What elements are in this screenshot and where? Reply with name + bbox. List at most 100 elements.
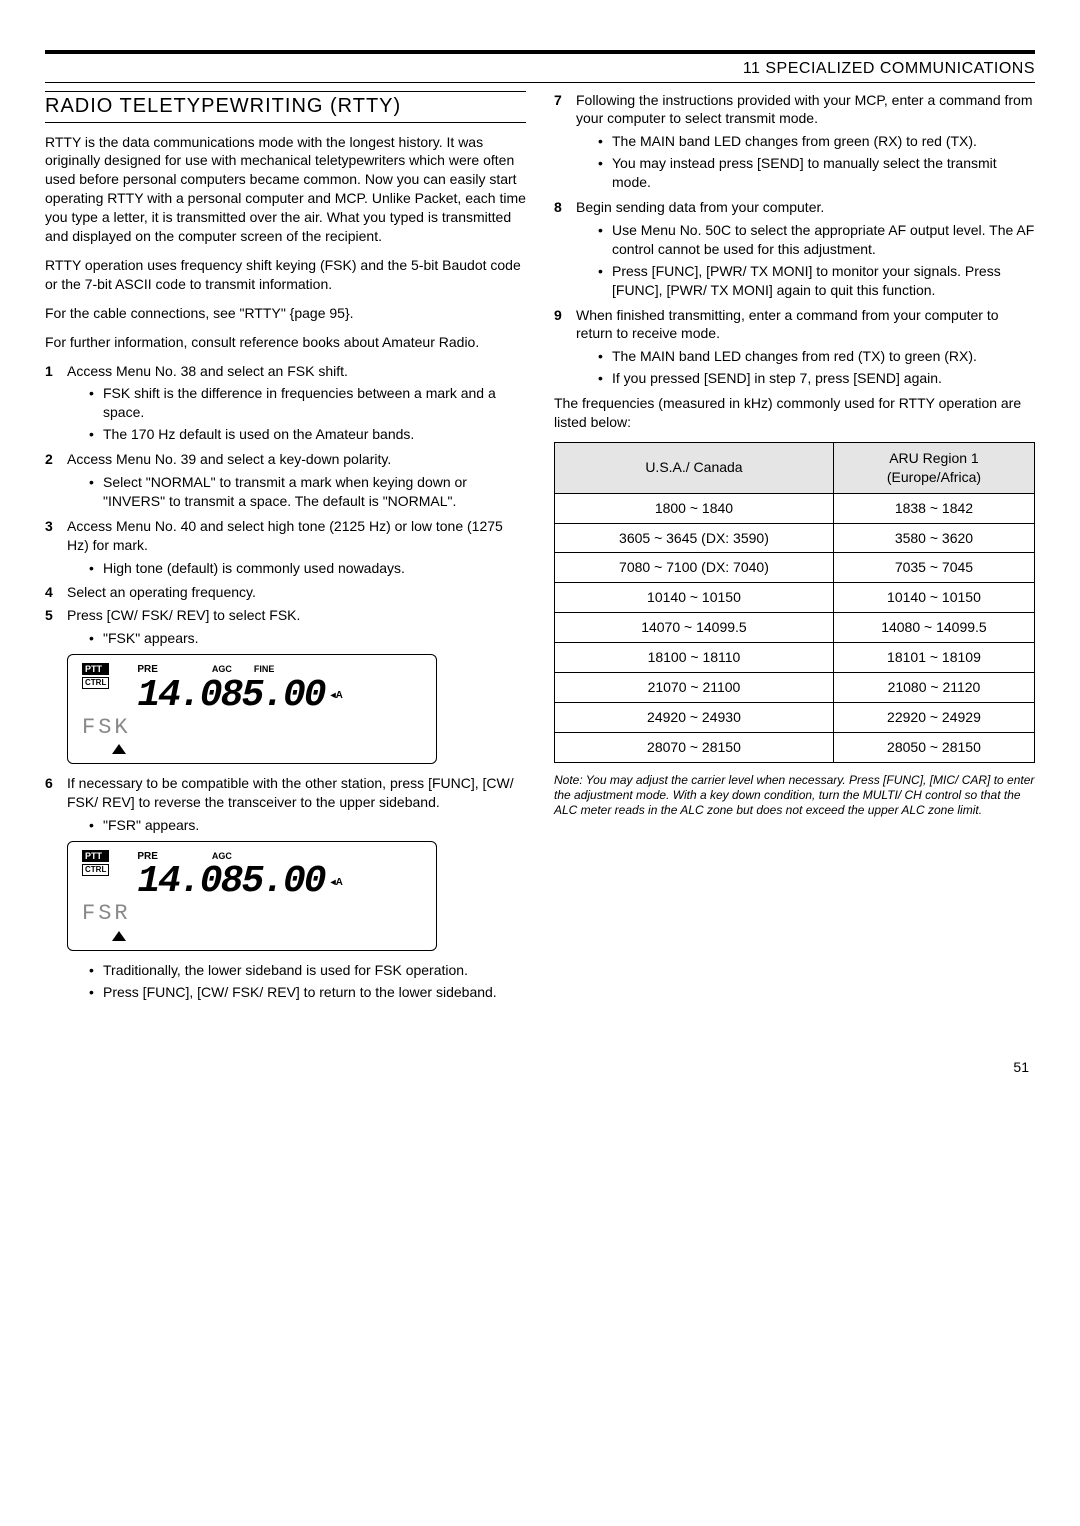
step-9-bullets: The MAIN band LED changes from red (TX) …	[576, 347, 1035, 388]
step-number: 5	[45, 606, 67, 625]
freq-table-intro: The frequencies (measured in kHz) common…	[554, 394, 1035, 432]
arrow-up-icon	[112, 931, 126, 941]
bullet-item: Select "NORMAL" to transmit a mark when …	[89, 473, 526, 511]
table-cell: 21080 ~ 21120	[833, 672, 1034, 702]
step-2-bullets: Select "NORMAL" to transmit a mark when …	[67, 473, 526, 511]
table-row: 3605 ~ 3645 (DX: 3590)3580 ~ 3620	[555, 523, 1035, 553]
top-rule	[45, 50, 1035, 54]
bullet-item: Traditionally, the lower sideband is use…	[89, 961, 526, 980]
bullet-item: Press [FUNC], [CW/ FSK/ REV] to return t…	[89, 983, 526, 1002]
table-row: 21070 ~ 2110021080 ~ 21120	[555, 672, 1035, 702]
bullet-item: If you pressed [SEND] in step 7, press […	[598, 369, 1035, 388]
step-5: 5 Press [CW/ FSK/ REV] to select FSK.	[45, 606, 526, 625]
step-7-bullets: The MAIN band LED changes from green (RX…	[576, 132, 1035, 192]
bullet-item: High tone (default) is commonly used now…	[89, 559, 526, 578]
table-cell: 7035 ~ 7045	[833, 553, 1034, 583]
intro-paragraph-3: For the cable connections, see "RTTY" {p…	[45, 304, 526, 323]
bullet-item: "FSR" appears.	[89, 816, 526, 835]
bullet-item: FSK shift is the difference in frequenci…	[89, 384, 526, 422]
left-column: RADIO TELETYPEWRITING (RTTY) RTTY is the…	[45, 91, 526, 1008]
table-cell: 22920 ~ 24929	[833, 702, 1034, 732]
step-number: 2	[45, 450, 67, 469]
page-number: 51	[45, 1058, 1035, 1077]
step-number: 1	[45, 362, 67, 381]
step-text: Following the instructions provided with…	[576, 91, 1035, 129]
table-row: 7080 ~ 7100 (DX: 7040)7035 ~ 7045	[555, 553, 1035, 583]
table-cell: 14070 ~ 14099.5	[555, 613, 834, 643]
intro-paragraph-2: RTTY operation uses frequency shift keyi…	[45, 256, 526, 294]
step-7: 7 Following the instructions provided wi…	[554, 91, 1035, 129]
bullet-item: The MAIN band LED changes from red (TX) …	[598, 347, 1035, 366]
bullet-item: "FSK" appears.	[89, 629, 526, 648]
table-cell: 1838 ~ 1842	[833, 493, 1034, 523]
table-cell: 3580 ~ 3620	[833, 523, 1034, 553]
step-3-bullets: High tone (default) is commonly used now…	[67, 559, 526, 578]
table-cell: 7080 ~ 7100 (DX: 7040)	[555, 553, 834, 583]
content-columns: RADIO TELETYPEWRITING (RTTY) RTTY is the…	[45, 91, 1035, 1008]
bullet-item: The MAIN band LED changes from green (RX…	[598, 132, 1035, 151]
ptt-icon: PTT	[82, 850, 109, 862]
table-cell: 14080 ~ 14099.5	[833, 613, 1034, 643]
step-6: 6 If necessary to be compatible with the…	[45, 774, 526, 812]
frequency-readout: 14.085.00	[137, 863, 324, 901]
ctrl-icon: CTRL	[82, 864, 109, 876]
step-text: If necessary to be compatible with the o…	[67, 774, 526, 812]
vfo-a-indicator: ◂A	[331, 876, 343, 890]
arrow-up-icon	[112, 744, 126, 754]
bullet-item: Press [FUNC], [PWR/ TX MONI] to monitor …	[598, 262, 1035, 300]
step-text: Press [CW/ FSK/ REV] to select FSK.	[67, 606, 526, 625]
table-cell: 21070 ~ 21100	[555, 672, 834, 702]
table-header-aru: ARU Region 1(Europe/Africa)	[833, 442, 1034, 493]
bullet-item: The 170 Hz default is used on the Amateu…	[89, 425, 526, 444]
table-cell: 28070 ~ 28150	[555, 732, 834, 762]
step-6-lower-bullets: Traditionally, the lower sideband is use…	[67, 961, 526, 1002]
table-row: 24920 ~ 2493022920 ~ 24929	[555, 702, 1035, 732]
intro-paragraph-4: For further information, consult referen…	[45, 333, 526, 352]
step-4: 4 Select an operating frequency.	[45, 583, 526, 602]
step-text: Access Menu No. 38 and select an FSK shi…	[67, 362, 526, 381]
step-text: Access Menu No. 39 and select a key-down…	[67, 450, 526, 469]
frequency-table-body: 1800 ~ 18401838 ~ 1842 3605 ~ 3645 (DX: …	[555, 493, 1035, 762]
frequency-table: U.S.A./ Canada ARU Region 1(Europe/Afric…	[554, 442, 1035, 763]
table-row: 10140 ~ 1015010140 ~ 10150	[555, 583, 1035, 613]
step-8: 8 Begin sending data from your computer.	[554, 198, 1035, 217]
step-number: 7	[554, 91, 576, 129]
step-text: Begin sending data from your computer.	[576, 198, 1035, 217]
table-row: 1800 ~ 18401838 ~ 1842	[555, 493, 1035, 523]
ctrl-icon: CTRL	[82, 677, 109, 689]
ptt-icon: PTT	[82, 663, 109, 675]
right-column: 7 Following the instructions provided wi…	[554, 91, 1035, 1008]
table-cell: 3605 ~ 3645 (DX: 3590)	[555, 523, 834, 553]
step-5-bullets: "FSK" appears.	[67, 629, 526, 648]
step-9: 9 When finished transmitting, enter a co…	[554, 306, 1035, 344]
table-cell: 10140 ~ 10150	[555, 583, 834, 613]
table-cell: 24920 ~ 24930	[555, 702, 834, 732]
table-header-usa: U.S.A./ Canada	[555, 442, 834, 493]
step-3: 3 Access Menu No. 40 and select high ton…	[45, 517, 526, 555]
step-number: 4	[45, 583, 67, 602]
step-text: Select an operating frequency.	[67, 583, 526, 602]
step-6-bullets: "FSR" appears.	[67, 816, 526, 835]
section-title: RADIO TELETYPEWRITING (RTTY)	[45, 91, 526, 123]
table-row: 14070 ~ 14099.514080 ~ 14099.5	[555, 613, 1035, 643]
table-cell: 28050 ~ 28150	[833, 732, 1034, 762]
step-8-bullets: Use Menu No. 50C to select the appropria…	[576, 221, 1035, 300]
mode-label: FSR	[82, 899, 422, 929]
table-cell: 1800 ~ 1840	[555, 493, 834, 523]
bullet-item: Use Menu No. 50C to select the appropria…	[598, 221, 1035, 259]
step-number: 3	[45, 517, 67, 555]
table-cell: 18101 ~ 18109	[833, 643, 1034, 673]
frequency-readout: 14.085.00	[137, 677, 324, 715]
step-number: 9	[554, 306, 576, 344]
mode-label: FSK	[82, 713, 422, 743]
bullet-item: You may instead press [SEND] to manually…	[598, 154, 1035, 192]
chapter-title: 11 SPECIALIZED COMMUNICATIONS	[45, 58, 1035, 83]
step-1-bullets: FSK shift is the difference in frequenci…	[67, 384, 526, 444]
table-row: 28070 ~ 2815028050 ~ 28150	[555, 732, 1035, 762]
intro-paragraph-1: RTTY is the data communications mode wit…	[45, 133, 526, 246]
step-number: 6	[45, 774, 67, 812]
step-2: 2 Access Menu No. 39 and select a key-do…	[45, 450, 526, 469]
table-cell: 10140 ~ 10150	[833, 583, 1034, 613]
lcd-display-fsr: PTT CTRL PRE AGC 14.085.00 ◂A	[67, 841, 437, 951]
vfo-a-indicator: ◂A	[331, 689, 343, 703]
